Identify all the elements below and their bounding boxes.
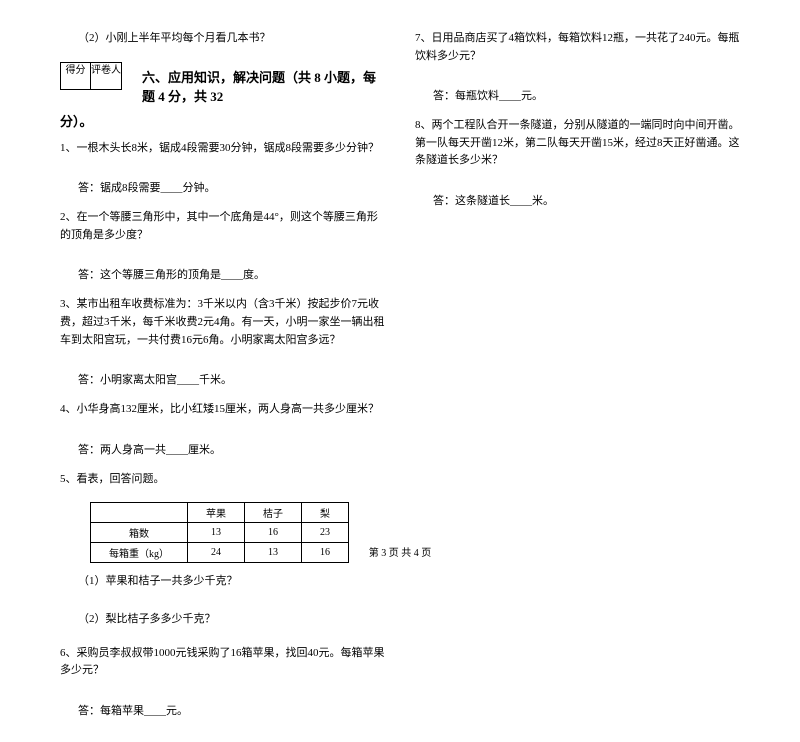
grade-table: 得分 评卷人 <box>60 62 122 90</box>
page-container: （2）小刚上半年平均每个月看几本书？ 得分 评卷人 六、应用知识，解决问题（共 … <box>0 0 800 742</box>
answer-8: 答：这条隧道长____米。 <box>415 192 740 208</box>
table-cell: 16 <box>245 523 302 543</box>
answer-3: 答：小明家离太阳宫____千米。 <box>60 371 385 387</box>
table-header-row: 苹果 桔子 梨 <box>91 503 349 523</box>
question-6: 6、采购员李叔叔带1000元钱采购了16箱苹果，找回40元。每箱苹果多少元？ <box>60 645 385 680</box>
table-cell: 箱数 <box>91 523 188 543</box>
answer-6: 答：每箱苹果____元。 <box>60 702 385 718</box>
question-3: 3、某市出租车收费标准为：3千米以内（含3千米）按起步价7元收费，超过3千米，每… <box>60 296 385 349</box>
table-cell: 13 <box>188 523 245 543</box>
section-header: 得分 评卷人 六、应用知识，解决问题（共 8 小题，每题 4 分，共 32 <box>60 62 385 105</box>
question-7: 7、日用品商店买了4箱饮料，每箱饮料12瓶，一共花了240元。每瓶饮料多少元？ <box>415 30 740 65</box>
answer-2: 答：这个等腰三角形的顶角是____度。 <box>60 266 385 282</box>
grader-cell: 评卷人 <box>91 63 121 89</box>
answer-1: 答：锯成8段需要____分钟。 <box>60 179 385 195</box>
question-4: 4、小华身高132厘米，比小红矮15厘米，两人身高一共多少厘米？ <box>60 401 385 419</box>
question-5: 5、看表，回答问题。 <box>60 471 385 489</box>
left-column: （2）小刚上半年平均每个月看几本书？ 得分 评卷人 六、应用知识，解决问题（共 … <box>60 30 385 732</box>
section-title-cont: 分）。 <box>60 111 385 130</box>
question-5-1: （1）苹果和桔子一共多少千克？ <box>60 573 385 591</box>
question-8: 8、两个工程队合开一条隧道，分别从隧道的一端同时向中间开凿。第一队每天开凿12米… <box>415 117 740 170</box>
question-2: 2、在一个等腰三角形中，其中一个底角是44°，则这个等腰三角形的顶角是多少度？ <box>60 209 385 244</box>
table-header <box>91 503 188 523</box>
answer-4: 答：两人身高一共____厘米。 <box>60 441 385 457</box>
table-row: 箱数 13 16 23 <box>91 523 349 543</box>
table-header: 苹果 <box>188 503 245 523</box>
right-column: 7、日用品商店买了4箱饮料，每箱饮料12瓶，一共花了240元。每瓶饮料多少元？ … <box>415 30 740 732</box>
pre-question: （2）小刚上半年平均每个月看几本书？ <box>60 30 385 48</box>
table-cell: 23 <box>302 523 349 543</box>
question-1: 1、一根木头长8米，锯成4段需要30分钟，锯成8段需要多少分钟？ <box>60 140 385 158</box>
section-title: 六、应用知识，解决问题（共 8 小题，每题 4 分，共 32 <box>122 62 385 105</box>
score-cell: 得分 <box>61 63 91 89</box>
table-header: 桔子 <box>245 503 302 523</box>
question-5-2: （2）梨比桔子多多少千克？ <box>60 611 385 629</box>
table-header: 梨 <box>302 503 349 523</box>
answer-7: 答：每瓶饮料____元。 <box>415 87 740 103</box>
page-footer: 第 3 页 共 4 页 <box>0 544 800 559</box>
